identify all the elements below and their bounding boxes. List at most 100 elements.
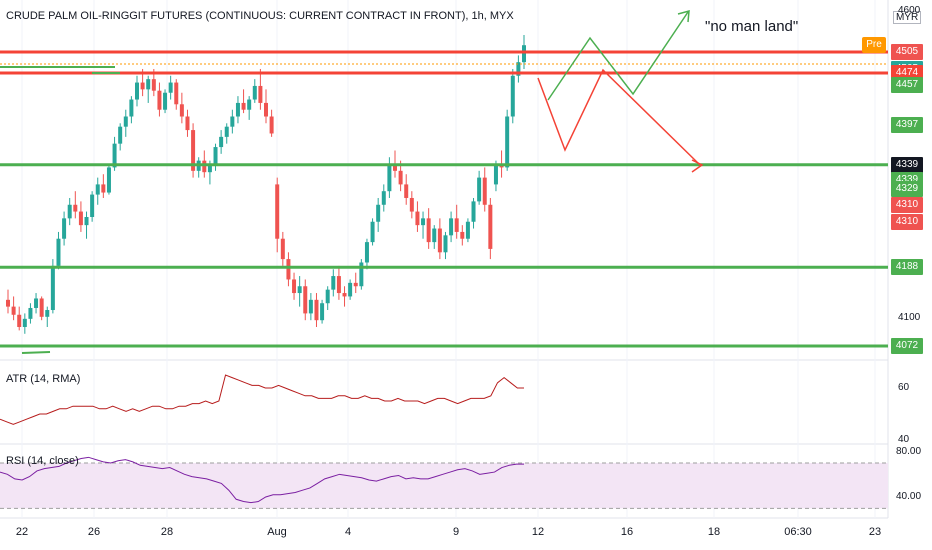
atr-title: ATR (14, RMA) xyxy=(6,373,81,385)
time-axis-tick: 28 xyxy=(160,526,174,538)
time-axis-tick: 26 xyxy=(87,526,101,538)
price-axis-tick: 4600 xyxy=(898,5,921,16)
candle-body xyxy=(95,184,100,195)
candle-body xyxy=(45,310,50,317)
candle-body xyxy=(135,82,139,100)
time-axis-tick: 23 xyxy=(868,526,882,538)
candle-body xyxy=(174,82,179,105)
price-tag: 4457 xyxy=(891,76,923,93)
candle-body xyxy=(247,99,252,110)
candle-body xyxy=(235,102,240,117)
no-man-land-annotation: "no man land" xyxy=(705,18,799,35)
candle-body xyxy=(320,303,325,321)
candle-body xyxy=(224,126,229,137)
candle-body xyxy=(22,318,27,327)
candle-body xyxy=(163,92,168,110)
candle-body xyxy=(56,238,61,266)
candle-body xyxy=(230,116,235,127)
candle-body xyxy=(252,85,257,100)
price-axis-tick: 4100 xyxy=(898,312,921,323)
candle-body xyxy=(325,289,330,304)
price-tag: 4310 xyxy=(891,213,923,230)
rsi-band xyxy=(0,463,888,509)
time-axis-tick: 22 xyxy=(15,526,29,538)
time-axis-tick: 18 xyxy=(707,526,721,538)
rsi-line xyxy=(0,456,524,504)
candle-body xyxy=(84,216,89,226)
candle-body xyxy=(460,231,465,239)
bullish-projection-path xyxy=(547,11,689,101)
bullish-arrowhead xyxy=(677,9,690,23)
drawn-green-segment xyxy=(21,351,51,354)
candle-body xyxy=(421,218,426,226)
currency-badge[interactable]: MYR xyxy=(893,11,922,24)
candle-body xyxy=(207,164,212,173)
candle-body xyxy=(50,265,55,311)
candle-body xyxy=(415,211,420,226)
price-tag: 4188 xyxy=(891,259,923,276)
time-axis-tick: 06:30 xyxy=(784,526,812,538)
candle-body xyxy=(342,293,347,297)
candle-body xyxy=(387,164,392,192)
candle-body xyxy=(140,82,145,90)
price-tag: 4505 xyxy=(891,44,923,60)
candle-body xyxy=(348,282,353,297)
chart-title: CRUDE PALM OIL-RINGGIT FUTURES (CONTINUO… xyxy=(6,10,514,22)
candle-body xyxy=(39,298,44,317)
candle-body xyxy=(426,218,431,243)
candle-body xyxy=(73,204,78,212)
bearish-arrowhead xyxy=(691,159,704,173)
candle-body xyxy=(258,85,263,103)
candle-body xyxy=(179,104,184,117)
candle-body xyxy=(219,136,224,148)
candle-body xyxy=(146,79,151,90)
candle-body xyxy=(185,116,190,131)
candle-body xyxy=(286,259,291,280)
candle-body xyxy=(101,184,106,193)
candle-body xyxy=(303,286,308,314)
rsi-axis-tick: 80.00 xyxy=(896,445,922,457)
candle-body xyxy=(359,262,364,287)
candle-body xyxy=(67,204,72,219)
candle-body xyxy=(129,99,134,117)
candle-body xyxy=(314,299,319,321)
price-tag: 4339 xyxy=(891,156,923,173)
candle-body xyxy=(168,82,173,93)
candle-body xyxy=(28,307,33,319)
rsi-axis-tick: 40.00 xyxy=(896,491,922,502)
time-axis-tick: Aug xyxy=(267,526,287,538)
atr-line xyxy=(0,374,524,425)
candle-body xyxy=(437,228,442,253)
candle-body xyxy=(34,298,39,308)
candle-body xyxy=(510,75,515,117)
candle-body xyxy=(191,130,196,171)
candle-body xyxy=(297,286,302,294)
candle-body xyxy=(118,126,123,144)
rsi-title: RSI (14, close) xyxy=(6,455,79,467)
candle-body xyxy=(331,276,336,290)
candle-body xyxy=(376,204,381,222)
candle-body xyxy=(443,235,448,253)
price-tag: 4310 xyxy=(891,197,923,214)
candle-body xyxy=(353,282,358,287)
candle-body xyxy=(493,164,498,185)
candle-body xyxy=(364,242,369,263)
price-tag: 4329 xyxy=(891,181,923,198)
candle-body xyxy=(264,102,268,117)
candle-body xyxy=(292,279,297,294)
candle-body xyxy=(112,143,117,168)
candle-body xyxy=(488,204,493,249)
time-axis-tick: 9 xyxy=(452,526,460,538)
candle-body xyxy=(275,184,280,239)
candle-body xyxy=(432,228,437,243)
candle-body xyxy=(381,191,386,205)
candle-body xyxy=(454,218,459,232)
atr-axis-tick: 60 xyxy=(898,382,910,393)
candle-body xyxy=(90,194,95,217)
candle-body xyxy=(6,299,10,307)
candle-body xyxy=(241,102,246,110)
candle-body xyxy=(482,177,487,205)
candle-body xyxy=(213,147,218,165)
candle-body xyxy=(370,221,375,243)
